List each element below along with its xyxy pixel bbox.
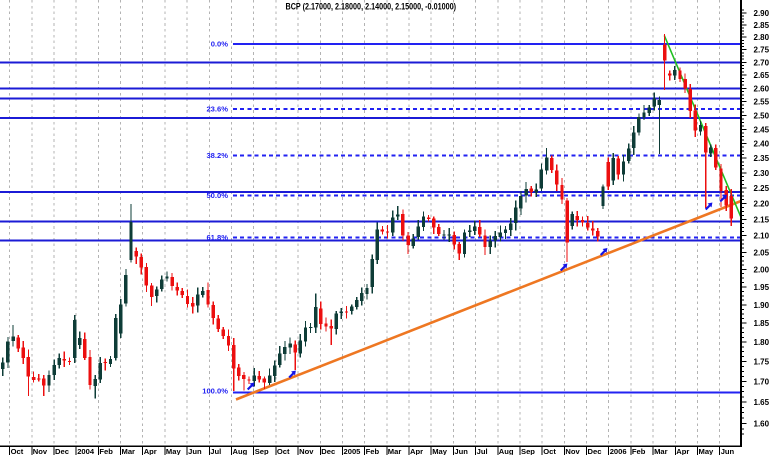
svg-text:2005: 2005 xyxy=(344,447,362,455)
svg-text:Jun: Jun xyxy=(188,447,202,455)
svg-text:2.80: 2.80 xyxy=(754,33,770,42)
svg-text:Nov: Nov xyxy=(299,447,314,455)
svg-text:1.65: 1.65 xyxy=(754,398,770,407)
svg-text:2006: 2006 xyxy=(610,447,627,455)
svg-text:1.90: 1.90 xyxy=(754,301,770,310)
svg-text:Jun: Jun xyxy=(454,447,468,455)
svg-text:Mar: Mar xyxy=(654,447,668,455)
svg-text:Oct: Oct xyxy=(11,447,24,455)
svg-text:2.05: 2.05 xyxy=(754,248,770,257)
svg-text:Feb: Feb xyxy=(99,447,113,455)
svg-text:2.90: 2.90 xyxy=(754,9,770,18)
svg-text:2004: 2004 xyxy=(77,447,95,455)
svg-text:2.60: 2.60 xyxy=(754,84,770,93)
svg-text:2.00: 2.00 xyxy=(754,265,770,274)
svg-text:Dec: Dec xyxy=(321,447,335,455)
svg-text:Nov: Nov xyxy=(565,447,580,455)
svg-text:Jul: Jul xyxy=(477,447,488,455)
svg-text:2.50: 2.50 xyxy=(754,111,770,120)
svg-text:May: May xyxy=(166,447,182,455)
svg-text:2.65: 2.65 xyxy=(754,71,770,80)
svg-text:May: May xyxy=(699,447,715,455)
svg-text:2.70: 2.70 xyxy=(754,58,770,67)
svg-text:23.6%: 23.6% xyxy=(206,105,228,114)
svg-text:Sep: Sep xyxy=(255,447,269,455)
svg-text:100.0%: 100.0% xyxy=(202,387,228,396)
svg-text:2.25: 2.25 xyxy=(754,184,770,193)
svg-text:2.85: 2.85 xyxy=(754,21,770,30)
svg-text:2.10: 2.10 xyxy=(754,232,770,241)
svg-text:Mar: Mar xyxy=(388,447,402,455)
svg-text:Oct: Oct xyxy=(277,447,290,455)
svg-text:Jul: Jul xyxy=(210,447,221,455)
svg-text:Feb: Feb xyxy=(632,447,646,455)
svg-text:Dec: Dec xyxy=(588,447,602,455)
svg-text:Aug: Aug xyxy=(499,447,514,455)
svg-text:Nov: Nov xyxy=(33,447,48,455)
svg-text:1.60: 1.60 xyxy=(754,419,770,428)
svg-text:Jun: Jun xyxy=(721,447,735,455)
svg-text:38.2%: 38.2% xyxy=(206,151,228,160)
svg-text:Apr: Apr xyxy=(410,447,423,455)
svg-text:1.95: 1.95 xyxy=(754,283,770,292)
svg-text:Sep: Sep xyxy=(521,447,535,455)
svg-text:Aug: Aug xyxy=(233,447,248,455)
svg-text:2.55: 2.55 xyxy=(754,98,770,107)
svg-text:Mar: Mar xyxy=(122,447,136,455)
svg-text:Dec: Dec xyxy=(55,447,69,455)
svg-text:2.30: 2.30 xyxy=(754,169,770,178)
svg-text:2.40: 2.40 xyxy=(754,140,770,149)
svg-text:50.0%: 50.0% xyxy=(206,191,228,200)
svg-text:BCP (2.17000, 2.18000, 2.14000: BCP (2.17000, 2.18000, 2.14000, 2.15000,… xyxy=(286,2,457,12)
svg-text:2.15: 2.15 xyxy=(754,216,770,225)
svg-text:2.75: 2.75 xyxy=(754,46,770,55)
svg-text:1.85: 1.85 xyxy=(754,319,770,328)
svg-text:1.75: 1.75 xyxy=(754,358,770,367)
svg-text:1.80: 1.80 xyxy=(754,338,770,347)
svg-text:Oct: Oct xyxy=(543,447,556,455)
svg-text:Apr: Apr xyxy=(676,447,689,455)
svg-text:2.45: 2.45 xyxy=(754,125,770,134)
svg-text:2.35: 2.35 xyxy=(754,154,770,163)
svg-text:61.8%: 61.8% xyxy=(206,233,228,242)
svg-text:1.70: 1.70 xyxy=(754,378,770,387)
svg-text:Apr: Apr xyxy=(144,447,157,455)
svg-text:May: May xyxy=(432,447,448,455)
svg-text:0.0%: 0.0% xyxy=(211,40,229,49)
svg-text:Feb: Feb xyxy=(366,447,380,455)
svg-text:2.20: 2.20 xyxy=(754,200,770,209)
